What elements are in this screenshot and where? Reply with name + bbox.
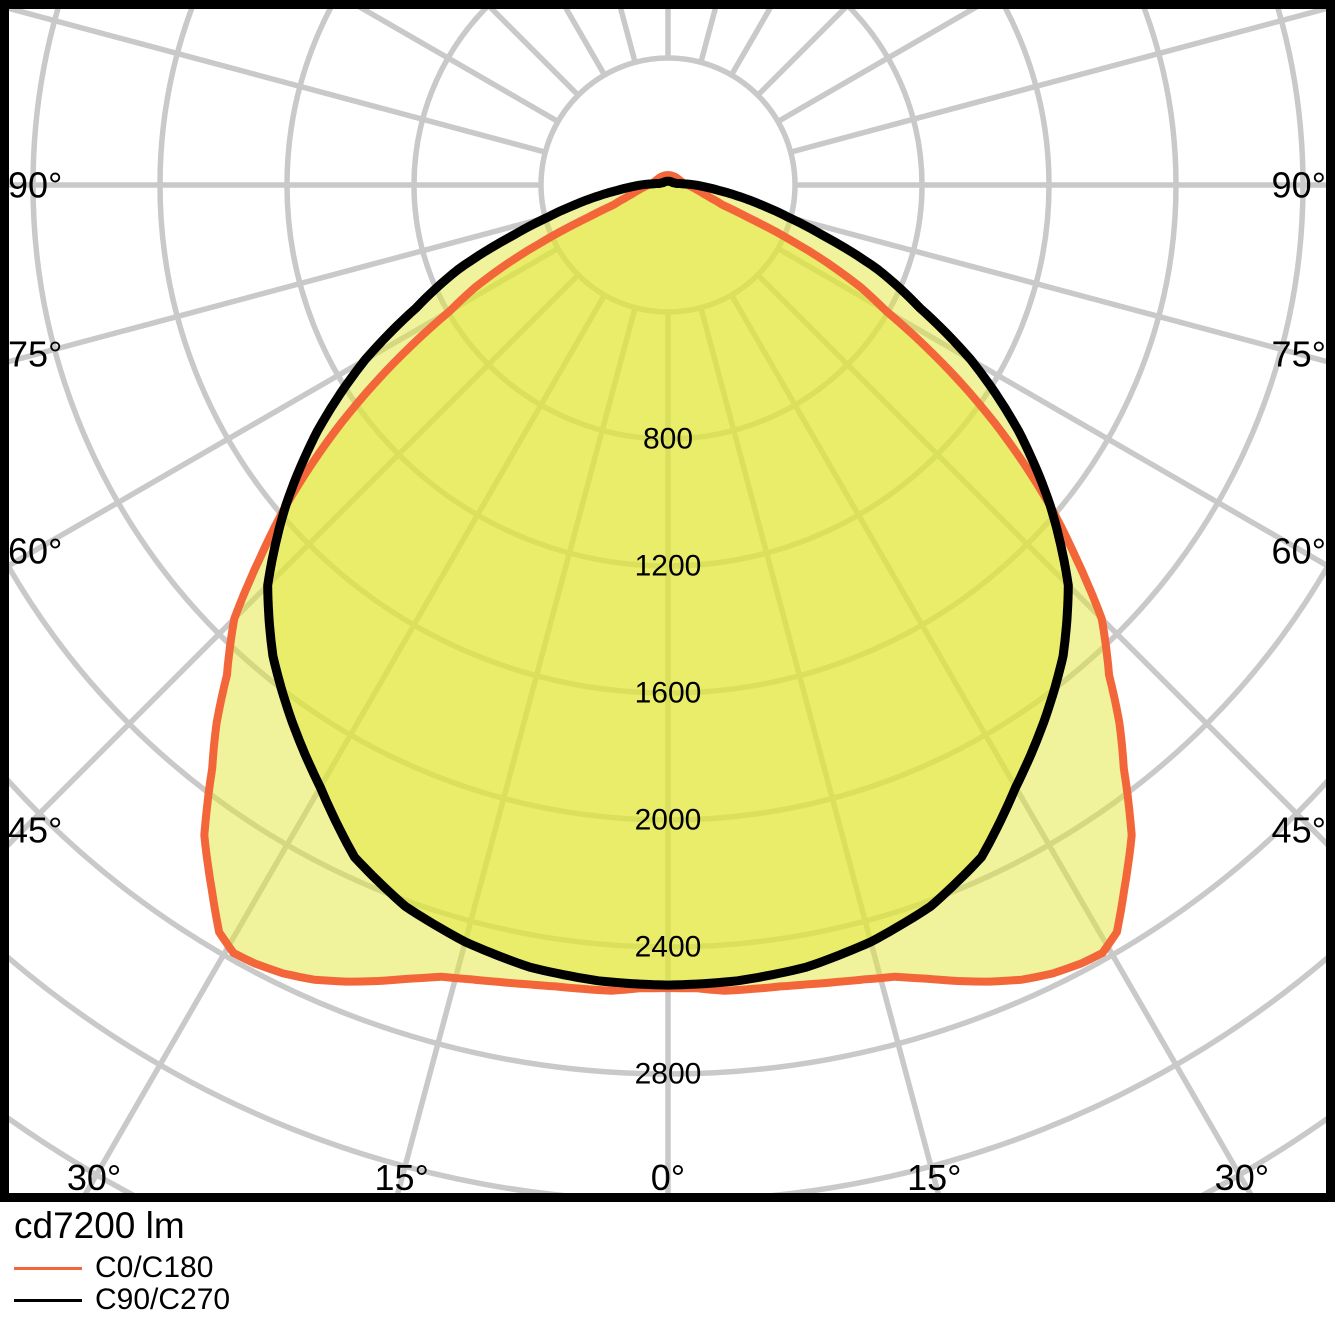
angle-label-left: 45° (8, 810, 62, 851)
angle-label-right: 75° (1272, 334, 1326, 375)
angle-label-left: 90° (8, 165, 62, 206)
legend-item-c0-c180: C0/C180 (14, 1252, 230, 1284)
radial-tick-label: 2000 (635, 804, 702, 837)
c90-c270-curve (263, 176, 1073, 990)
radial-tick-label: 1200 (635, 550, 702, 583)
c0-c180-line-swatch (14, 1266, 82, 1270)
angle-label-left: 75° (8, 334, 62, 375)
angle-label-bottom: 30° (1215, 1157, 1269, 1198)
angle-label-bottom: 0° (651, 1157, 685, 1198)
angle-label-left: 60° (8, 531, 62, 572)
angle-label-bottom: 15° (907, 1157, 961, 1198)
grid-ray (9, 215, 547, 365)
c90-c270-line-swatch (14, 1298, 82, 1302)
chart-caption: cd7200 lm (14, 1205, 185, 1246)
angle-label-bottom: 15° (374, 1157, 428, 1198)
angle-label-right: 45° (1272, 810, 1326, 851)
grid-ray (789, 9, 1326, 155)
legend-label-c90-c270: C90/C270 (95, 1283, 231, 1316)
angle-label-right: 90° (1272, 165, 1326, 206)
legend-item-c90-c270: C90/C270 (14, 1284, 230, 1316)
legend: C0/C180 C90/C270 (14, 1252, 230, 1316)
grid-ray (9, 9, 547, 155)
angle-label-right: 60° (1272, 531, 1326, 572)
radial-tick-label: 800 (643, 423, 693, 456)
radial-tick-label: 1600 (635, 677, 702, 710)
angle-label-bottom: 30° (67, 1157, 121, 1198)
radial-tick-label: 2400 (635, 931, 702, 964)
legend-label-c0-c180: C0/C180 (95, 1251, 214, 1284)
c90-c270-fill (267, 181, 1069, 986)
plot-frame (0, 0, 1335, 1202)
grid-ray (789, 215, 1326, 365)
radial-tick-label: 2800 (635, 1058, 702, 1091)
